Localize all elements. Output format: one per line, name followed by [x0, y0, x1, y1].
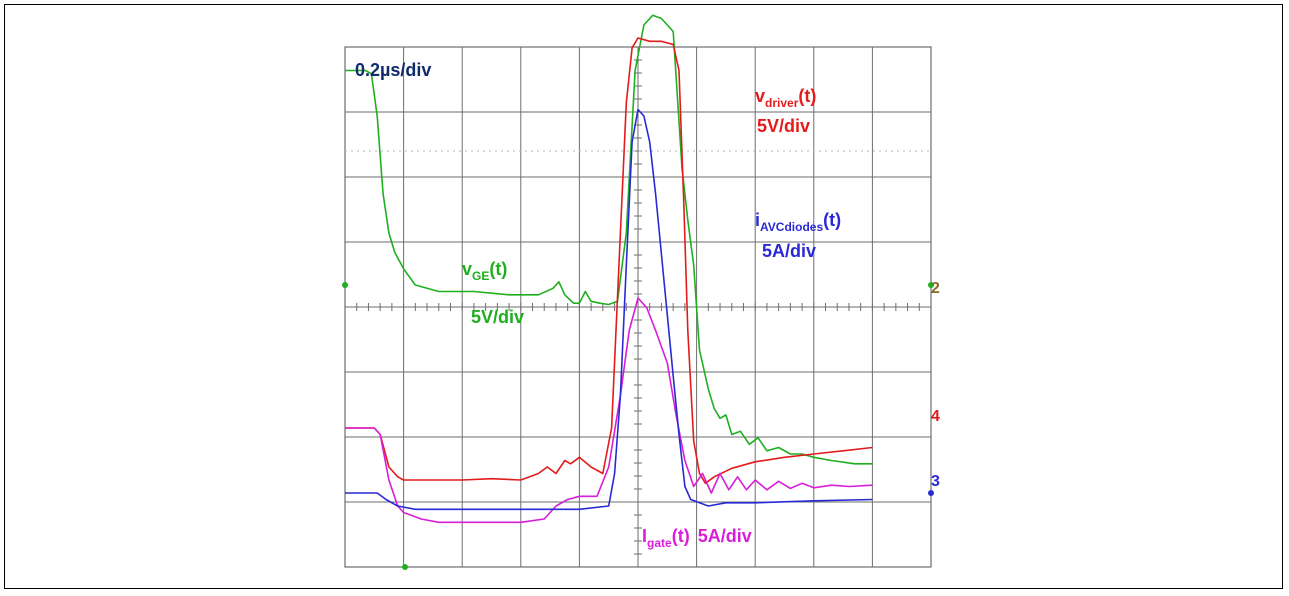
channel-4-marker: 4 [931, 408, 940, 425]
ground-marker-ch3 [928, 490, 934, 496]
vdriver-label: vdriver(t) [755, 86, 816, 110]
trace-vge [345, 14, 873, 465]
vge-scale-label: 5V/div [471, 307, 524, 327]
trace-igate [345, 297, 873, 524]
channel-3-marker: 3 [931, 473, 940, 490]
iavc-scale-label: 5A/div [762, 241, 816, 261]
waveform-traces [345, 14, 873, 524]
channel-2-marker: 2 [931, 280, 940, 297]
ground-marker-right [928, 282, 934, 288]
trace-vdriver [345, 37, 873, 485]
igate-label: Igate(t) 5A/div [642, 526, 752, 550]
iavc-label: iAVCdiodes(t) [755, 210, 841, 234]
vdriver-scale-label: 5V/div [757, 116, 810, 136]
trace-iavc [345, 108, 873, 511]
ground-marker-left [342, 282, 348, 288]
timebase-label: 0.2µs/div [355, 60, 431, 80]
vge-label: vGE(t) [462, 259, 507, 283]
figure-frame [4, 4, 1283, 589]
trigger-marker [402, 564, 408, 570]
